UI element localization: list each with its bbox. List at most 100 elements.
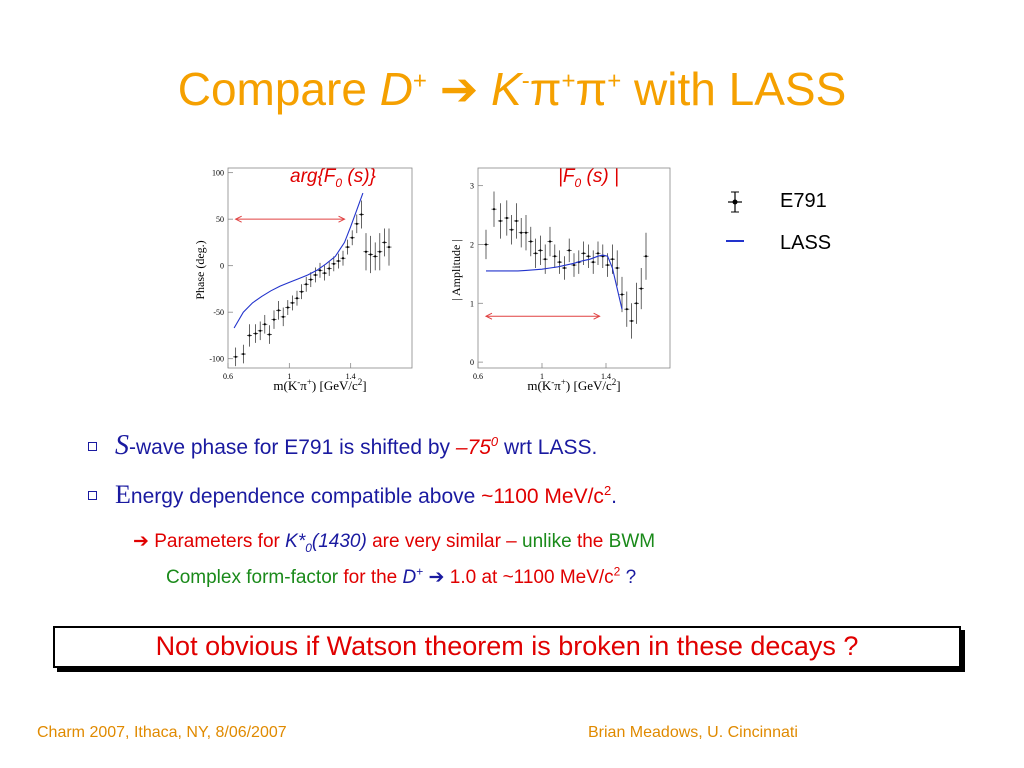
phase-e791-point — [326, 261, 332, 276]
amplitude-e791-point — [619, 276, 625, 313]
amplitude-y-tick-label: 0 — [470, 358, 474, 367]
phase-e791-point — [240, 344, 246, 364]
sub-point-form-factor: Complex form-factor for the D+ ➔ 1.0 at … — [166, 564, 637, 588]
amplitude-plot-label: |F0 (s) | — [558, 166, 619, 190]
amplitude-e791-point — [518, 218, 524, 248]
amplitude-y-axis-label: | Amplitude | — [449, 239, 463, 300]
phase-e791-point — [289, 295, 295, 311]
title-pi1-sup: + — [561, 67, 576, 95]
phase-e791-point — [276, 301, 282, 320]
title-prefix: Compare — [177, 63, 380, 115]
footer-left: Charm 2007, Ithaca, NY, 8/06/2007 — [37, 724, 287, 741]
phase-e791-point — [262, 314, 268, 334]
legend-symbols — [726, 191, 744, 242]
phase-e791-point — [312, 267, 318, 283]
title-pi1: π — [529, 63, 562, 115]
bullet-square-icon — [88, 490, 97, 500]
amplitude-e791-point — [491, 191, 497, 227]
phase-e791-point — [381, 228, 387, 257]
amplitude-e791-point — [523, 215, 529, 251]
amplitude-e791-point — [571, 253, 577, 277]
amplitude-plot: 3 2 1 0 0.6 1 1.4 | Amplitude | m(K-π+) [GeV/… — [449, 167, 671, 393]
amplitude-e791-point — [483, 229, 489, 260]
amplitude-e791-point — [566, 238, 572, 263]
conclusion-box: Not obvious if Watson theorem is broken … — [53, 626, 961, 668]
amplitude-e791-point — [614, 250, 620, 286]
amplitude-e791-point — [533, 238, 539, 268]
amplitude-e791-point — [547, 226, 553, 257]
bullet-energy: Energy dependence compatible above ~1100… — [88, 480, 617, 510]
legend-lass-label: LASS — [780, 232, 832, 254]
phase-e791-point — [280, 307, 286, 327]
amplitude-e791-point — [643, 232, 649, 280]
phase-e791-point — [271, 310, 277, 329]
amplitude-e791-point — [561, 256, 567, 280]
amplitude-y-tick-label: 1 — [470, 299, 474, 308]
amplitude-e791-point — [600, 244, 606, 268]
phase-y-axis-label: Phase (deg.) — [193, 240, 207, 299]
amplitude-e791-point — [504, 200, 510, 236]
phase-lass-curve — [233, 192, 364, 329]
phase-e791-point — [233, 347, 239, 367]
amplitude-e791-point — [581, 241, 587, 266]
phase-e791-point — [335, 253, 341, 269]
phase-e791-point — [285, 300, 291, 315]
phase-e791-point — [266, 325, 272, 344]
phase-e791-point — [358, 200, 364, 229]
amplitude-e791-point — [557, 250, 563, 274]
phase-x-axis-label: m(K-π+) [GeV/c2] — [273, 377, 366, 393]
phase-e791-point — [345, 239, 351, 255]
amplitude-e791-point — [595, 241, 601, 266]
title-pi2-sup: + — [607, 67, 622, 95]
legend-e791-marker — [728, 191, 742, 213]
conclusion-text: Not obvious if Watson theorem is broken … — [155, 631, 859, 661]
title-suffix: with LASS — [621, 63, 847, 115]
phase-x-tick-label: 1 — [287, 372, 291, 381]
phase-e791-point — [303, 276, 309, 292]
phase-e791-point — [317, 262, 323, 278]
phase-e791-point — [322, 265, 328, 281]
phase-e791-point — [386, 228, 392, 266]
amplitude-e791-point — [590, 250, 596, 274]
amplitude-e791-point — [638, 268, 644, 310]
phase-e791-point — [354, 214, 360, 234]
amplitude-e791-point — [633, 282, 639, 324]
phase-e791-point — [331, 256, 337, 272]
amplitude-e791-point — [537, 235, 543, 266]
amplitude-e791-point — [497, 203, 503, 239]
amplitude-e791-point — [528, 226, 534, 257]
amplitude-e791-point — [585, 244, 591, 268]
phase-y-tick-label: 50 — [216, 215, 224, 224]
phase-e791-point — [308, 272, 314, 288]
phase-e791-point — [340, 250, 346, 266]
phase-x-tick-label: 1.4 — [346, 372, 356, 381]
amplitude-x-axis-label: m(K-π+) [GeV/c2] — [527, 377, 620, 393]
amplitude-e791-point — [629, 303, 635, 339]
footer-right: Brian Meadows, U. Cincinnati — [588, 724, 798, 741]
amplitude-e791-point — [624, 291, 630, 327]
title-arrow: ➔ — [439, 63, 479, 115]
phase-e791-point — [246, 324, 252, 347]
amplitude-x-tick-label: 1.4 — [601, 372, 611, 381]
amplitude-range-arrow-right-head — [593, 312, 601, 320]
phase-plot: 100 50 0 -50 -100 0.6 1 1.4 Phase (deg.) m(K-π… — [193, 167, 413, 393]
title-d-sup: + — [412, 67, 427, 95]
bullet-square-icon — [88, 441, 97, 451]
phase-range-arrow-left-head — [234, 215, 242, 223]
phase-e791-point — [294, 290, 300, 306]
amplitude-range-arrow-left-head — [484, 312, 493, 320]
phase-e791-point — [368, 235, 374, 274]
phase-y-tick-label: -50 — [213, 308, 224, 317]
amplitude-e791-point — [552, 244, 558, 268]
amplitude-y-tick-label: 2 — [470, 240, 474, 249]
bullet-swave: S-wave phase for E791 is shifted by –750… — [88, 430, 597, 462]
phase-e791-point — [257, 321, 263, 341]
phase-plot-label: arg{F0 (s)} — [290, 166, 376, 190]
phase-plot-frame — [227, 167, 413, 369]
phase-e791-point — [377, 233, 383, 271]
title-d: D — [379, 63, 413, 115]
amplitude-y-tick-label: 3 — [470, 182, 474, 191]
phase-y-tick-label: 100 — [212, 169, 224, 178]
phase-e791-point — [253, 324, 259, 343]
amplitude-e791-point — [509, 215, 515, 245]
